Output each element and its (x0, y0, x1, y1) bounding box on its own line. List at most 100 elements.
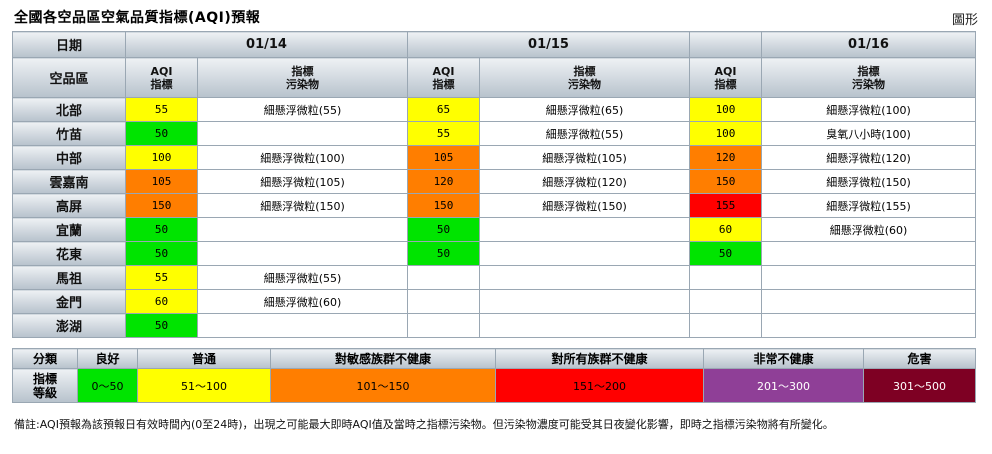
table-row: 北部 55 細懸浮微粒(55) 65 細懸浮微粒(65) 100 細懸浮微粒(100) (12, 97, 976, 122)
aqi-value-cell: 50 (689, 241, 762, 266)
aqi-value-cell (407, 265, 480, 290)
pollutant-cell (197, 217, 408, 242)
table-row: 馬祖 55 細懸浮微粒(55) (12, 265, 976, 290)
legend-range-cell: 301～500 (863, 368, 976, 403)
legend-level-name: 良好 (77, 348, 138, 369)
aqi-value-cell: 50 (407, 241, 480, 266)
aqi-subheader-line1: AQI (150, 64, 173, 78)
pollutant-cell: 臭氧八小時(100) (761, 121, 976, 146)
pollutant-cell: 細懸浮微粒(155) (761, 193, 976, 218)
area-name: 澎湖 (12, 313, 126, 338)
pollutant-cell (761, 289, 976, 314)
aqi-subheader-line1: AQI (714, 64, 737, 78)
aqi-value-cell: 60 (125, 289, 198, 314)
aqi-value-cell: 55 (407, 121, 480, 146)
aqi-forecast-table: 日期 01/14 01/15 01/16 空品區 AQI 指標 指標 污染物 AQI… (12, 31, 976, 338)
aqi-subheader-line2: 指標 (714, 77, 737, 91)
pollutant-cell (479, 313, 690, 338)
aqi-value-cell: 55 (125, 97, 198, 122)
legend-range-cell: 201～300 (703, 368, 864, 403)
pollutant-subheader: 指標 污染物 (197, 57, 408, 98)
pollutant-cell (479, 289, 690, 314)
aqi-value-cell: 100 (125, 145, 198, 170)
aqi-value-cell: 50 (125, 121, 198, 146)
pollutant-cell: 細懸浮微粒(100) (761, 97, 976, 122)
table-row: 雲嘉南 105 細懸浮微粒(105) 120 細懸浮微粒(120) 150 細懸浮微粒(15… (12, 169, 976, 194)
legend-range-cell: 101～150 (270, 368, 496, 403)
area-header: 空品區 (12, 57, 126, 98)
aqi-value-cell (407, 313, 480, 338)
area-name: 花東 (12, 241, 126, 266)
aqi-value-cell (689, 265, 762, 290)
aqi-subheader-line1: AQI (432, 64, 455, 78)
date-column-3-spacer (689, 31, 762, 58)
pollutant-subheader-line2: 污染物 (852, 77, 885, 91)
table-row: 花東 50 50 50 (12, 241, 976, 266)
pollutant-cell (761, 241, 976, 266)
table-row: 澎湖 50 (12, 313, 976, 338)
pollutant-cell (479, 241, 690, 266)
date-column-1: 01/14 (125, 31, 408, 58)
legend-category-label: 分類 (12, 348, 78, 369)
pollutant-cell: 細懸浮微粒(105) (197, 169, 408, 194)
graph-link[interactable]: 圖形 (951, 13, 978, 28)
aqi-value-cell: 55 (125, 265, 198, 290)
date-column-3: 01/16 (761, 31, 976, 58)
pollutant-subheader-line1: 指標 (573, 64, 596, 78)
legend-range-cell: 51～100 (137, 368, 271, 403)
pollutant-cell: 細懸浮微粒(150) (761, 169, 976, 194)
area-name: 金門 (12, 289, 126, 314)
table-row: 高屏 150 細懸浮微粒(150) 150 細懸浮微粒(150) 155 細懸浮微粒(155… (12, 193, 976, 218)
legend-level-name: 危害 (863, 348, 976, 369)
aqi-value-cell: 120 (407, 169, 480, 194)
area-name: 馬祖 (12, 265, 126, 290)
aqi-value-cell (689, 289, 762, 314)
aqi-value-cell: 65 (407, 97, 480, 122)
aqi-value-cell: 50 (125, 241, 198, 266)
pollutant-cell: 細懸浮微粒(65) (479, 97, 690, 122)
aqi-value-cell: 150 (689, 169, 762, 194)
table-row: 宜蘭 50 50 60 細懸浮微粒(60) (12, 217, 976, 242)
pollutant-cell (479, 217, 690, 242)
table-row: 竹苗 50 55 細懸浮微粒(55) 100 臭氧八小時(100) (12, 121, 976, 146)
aqi-value-cell: 120 (689, 145, 762, 170)
pollutant-cell: 細懸浮微粒(60) (761, 217, 976, 242)
legend-level-name: 普通 (137, 348, 271, 369)
area-name: 中部 (12, 145, 126, 170)
pollutant-subheader-line2: 污染物 (568, 77, 601, 91)
aqi-value-cell (407, 289, 480, 314)
aqi-subheader: AQI 指標 (689, 57, 762, 98)
pollutant-cell (761, 265, 976, 290)
aqi-subheader: AQI 指標 (407, 57, 480, 98)
pollutant-cell (479, 265, 690, 290)
pollutant-cell: 細懸浮微粒(100) (197, 145, 408, 170)
pollutant-cell: 細懸浮微粒(120) (761, 145, 976, 170)
pollutant-subheader-line1: 指標 (291, 64, 314, 78)
aqi-value-cell: 105 (407, 145, 480, 170)
aqi-subheader: AQI 指標 (125, 57, 198, 98)
pollutant-cell: 細懸浮微粒(55) (197, 97, 408, 122)
pollutant-cell: 細懸浮微粒(150) (479, 193, 690, 218)
legend-level-name: 非常不健康 (703, 348, 864, 369)
pollutant-subheader-line1: 指標 (857, 64, 880, 78)
pollutant-cell: 細懸浮微粒(60) (197, 289, 408, 314)
area-name: 竹苗 (12, 121, 126, 146)
pollutant-subheader-line2: 污染物 (286, 77, 319, 91)
aqi-value-cell: 50 (407, 217, 480, 242)
aqi-value-cell: 50 (125, 313, 198, 338)
pollutant-cell (761, 313, 976, 338)
pollutant-cell (197, 241, 408, 266)
aqi-value-cell: 150 (125, 193, 198, 218)
pollutant-cell: 細懸浮微粒(105) (479, 145, 690, 170)
aqi-legend-table: 分類 良好 普通 對敏感族群不健康 對所有族群不健康 非常不健康 危害 指標 等… (12, 348, 976, 403)
legend-level-name: 對所有族群不健康 (495, 348, 704, 369)
aqi-value-cell: 100 (689, 121, 762, 146)
pollutant-cell: 細懸浮微粒(55) (197, 265, 408, 290)
legend-level-label: 指標 等級 (12, 368, 78, 403)
table-row: 金門 60 細懸浮微粒(60) (12, 289, 976, 314)
pollutant-cell: 細懸浮微粒(55) (479, 121, 690, 146)
area-name: 雲嘉南 (12, 169, 126, 194)
date-header: 日期 (12, 31, 126, 58)
legend-range-cell: 151～200 (495, 368, 704, 403)
aqi-value-cell: 50 (125, 217, 198, 242)
